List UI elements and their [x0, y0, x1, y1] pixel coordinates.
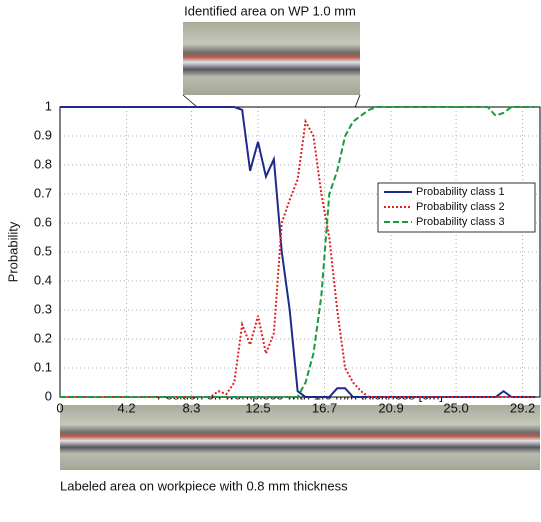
y-tick-label: 0.3 — [34, 301, 52, 316]
y-tick-label: 0.9 — [34, 127, 52, 142]
x-tick-label: 20.9 — [378, 400, 403, 415]
legend-label: Probability class 3 — [416, 216, 505, 228]
y-tick-label: 0.4 — [34, 272, 52, 287]
x-tick-label: 29.2 — [510, 400, 535, 415]
y-tick-label: 1 — [45, 98, 52, 113]
title: Identified area on WP 1.0 mm — [184, 3, 356, 18]
y-tick-label: 0.5 — [34, 243, 52, 258]
y-tick-label: 0.7 — [34, 185, 52, 200]
y-axis-label: Probability — [5, 221, 20, 282]
y-tick-label: 0.8 — [34, 156, 52, 171]
top-photo — [183, 22, 360, 95]
x-tick-label: 25.0 — [443, 400, 468, 415]
legend-label: Probability class 2 — [416, 201, 505, 213]
y-tick-label: 0.2 — [34, 330, 52, 345]
x-tick-label: 4.2 — [117, 400, 135, 415]
bottom-photo — [60, 405, 540, 470]
y-tick-label: 0.6 — [34, 214, 52, 229]
series-line — [60, 118, 536, 398]
legend-label: Probability class 1 — [416, 186, 505, 198]
series-line — [60, 106, 536, 398]
y-tick-label: 0 — [45, 388, 52, 403]
caption: Labeled area on workpiece with 0.8 mm th… — [60, 478, 348, 493]
y-tick-label: 0.1 — [34, 359, 52, 374]
plot-frame — [59, 106, 541, 398]
x-tick-label: 8.3 — [182, 400, 200, 415]
x-tick-label: 12.5 — [245, 400, 270, 415]
x-tick-label: 0 — [56, 400, 63, 415]
x-tick-label: 16.7 — [312, 400, 337, 415]
